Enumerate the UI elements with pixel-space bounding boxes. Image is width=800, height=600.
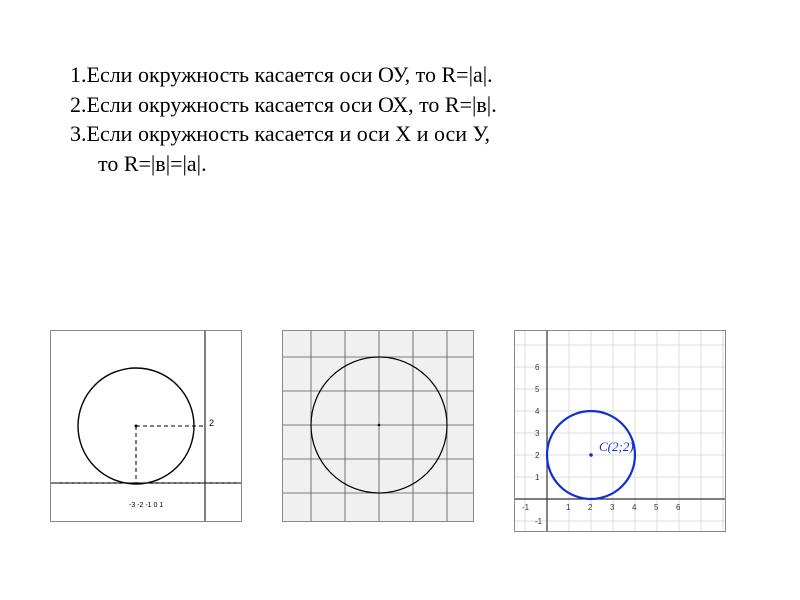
- svg-text:3: 3: [535, 429, 540, 438]
- diagram-2: [282, 330, 474, 522]
- svg-text:6: 6: [676, 503, 681, 512]
- svg-text:C(2;2): C(2;2): [599, 439, 634, 454]
- svg-text:1: 1: [535, 473, 540, 482]
- svg-text:-1: -1: [522, 503, 530, 512]
- diagram-3: -2-1123456-1123456C(2;2): [514, 330, 726, 532]
- svg-text:2: 2: [535, 451, 540, 460]
- svg-text:6: 6: [535, 363, 540, 372]
- diagram-1: 2 -3 -2 -1 0 1: [50, 330, 242, 522]
- rules-text: 1.Если окружность касается оси ОУ, то R=…: [70, 60, 497, 179]
- svg-text:3: 3: [610, 503, 615, 512]
- svg-text:1: 1: [566, 503, 571, 512]
- svg-text:5: 5: [535, 385, 540, 394]
- svg-text:-1: -1: [535, 517, 543, 526]
- rule-4: то R=|в|=|а|.: [70, 149, 497, 179]
- svg-text:4: 4: [535, 407, 540, 416]
- svg-text:4: 4: [632, 503, 637, 512]
- svg-text:5: 5: [654, 503, 659, 512]
- rule-3: 3.Если окружность касается и оси Х и оси…: [70, 119, 497, 149]
- svg-text:-3 -2 -1 0 1: -3 -2 -1 0 1: [129, 502, 163, 509]
- diagrams-row: 2-3 -2 -1 0 1 -2-1123456-1123456C(2;2): [50, 330, 726, 532]
- svg-text:2: 2: [588, 503, 593, 512]
- svg-text:2: 2: [209, 418, 214, 428]
- rule-1: 1.Если окружность касается оси ОУ, то R=…: [70, 60, 497, 90]
- rule-2: 2.Если окружность касается оси ОХ, то R=…: [70, 90, 497, 120]
